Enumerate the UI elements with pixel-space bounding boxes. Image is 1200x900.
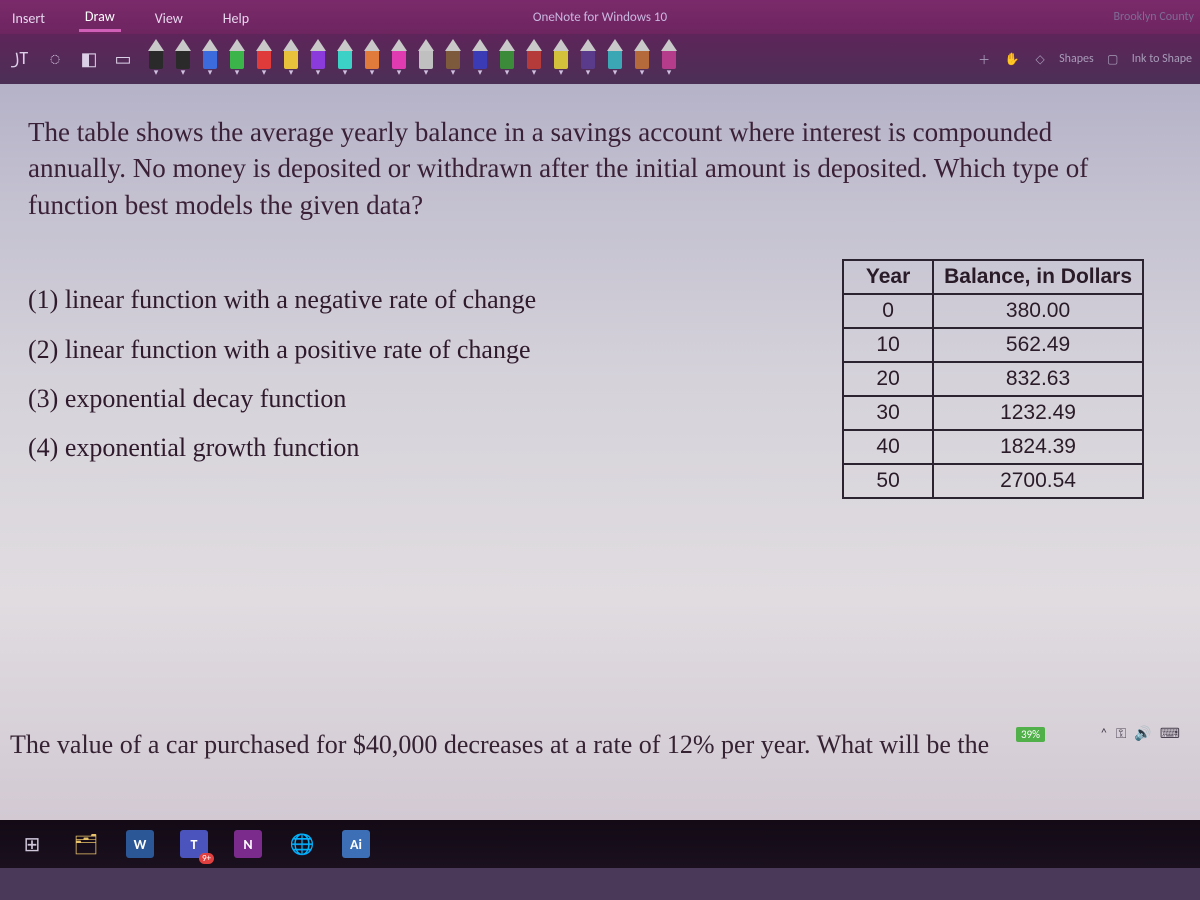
ribbon-tabs: Insert Draw View Help OneNote for Window… xyxy=(0,0,1200,34)
pen-8[interactable]: ▾ xyxy=(360,39,384,79)
tab-help[interactable]: Help xyxy=(217,4,255,31)
option-1: (1) linear function with a negative rate… xyxy=(28,275,812,324)
pen-5[interactable]: ▾ xyxy=(279,39,303,79)
app-title: OneNote for Windows 10 xyxy=(533,10,667,25)
wifi-icon[interactable]: ⚿ xyxy=(1116,725,1127,742)
answer-options: (1) linear function with a negative rate… xyxy=(28,275,812,473)
table-row: 20832.63 xyxy=(843,362,1143,396)
keyboard-icon[interactable]: ⌨ xyxy=(1160,725,1180,742)
pen-17[interactable]: ▾ xyxy=(603,39,627,79)
tab-insert[interactable]: Insert xyxy=(6,4,51,31)
add-pen-icon[interactable]: ＋ xyxy=(975,50,993,68)
taskbar-word[interactable]: W xyxy=(122,826,158,862)
battery-badge: 39% xyxy=(1016,727,1045,742)
option-3: (3) exponential decay function xyxy=(28,374,812,423)
ink-to-shape-label[interactable]: Ink to Shape xyxy=(1132,52,1192,66)
shapes-icon[interactable]: ◇ xyxy=(1031,50,1049,68)
taskbar-edge[interactable]: 🌐 xyxy=(284,826,320,862)
draw-toolbar: ꠸T ◌ ◧ ▭ ▾▾▾▾▾▾▾▾▾▾▾▾▾▾▾▾▾▾▾▾ ＋ ✋ ◇ Shap… xyxy=(0,34,1200,84)
taskbar-task-view[interactable]: ⊞ xyxy=(14,826,50,862)
table-row: 10562.49 xyxy=(843,328,1143,362)
systray-icons: ˄ ⚿ 🔊 ⌨ xyxy=(1100,725,1180,742)
col-header-balance: Balance, in Dollars xyxy=(933,260,1143,294)
ruler-icon[interactable]: ▭ xyxy=(110,46,136,72)
pen-12[interactable]: ▾ xyxy=(468,39,492,79)
pen-7[interactable]: ▾ xyxy=(333,39,357,79)
pen-4[interactable]: ▾ xyxy=(252,39,276,79)
taskbar-onenote[interactable]: N xyxy=(230,826,266,862)
taskbar-file-explorer[interactable]: 🗂 xyxy=(68,826,104,862)
note-page: The table shows the average yearly balan… xyxy=(0,84,1200,820)
ink-to-shape-icon[interactable]: ▢ xyxy=(1104,50,1122,68)
taskbar-teams[interactable]: T9+ xyxy=(176,826,212,862)
table-row: 0380.00 xyxy=(843,294,1143,328)
pen-9[interactable]: ▾ xyxy=(387,39,411,79)
chevron-up-icon[interactable]: ˄ xyxy=(1100,725,1108,742)
taskbar: ⊞ 🗂 W T9+ N 🌐 Ai xyxy=(0,820,1200,868)
tab-view[interactable]: View xyxy=(149,4,189,31)
pen-3[interactable]: ▾ xyxy=(225,39,249,79)
pen-14[interactable]: ▾ xyxy=(522,39,546,79)
table-row: 401824.39 xyxy=(843,430,1143,464)
lasso-tool-icon[interactable]: ◌ xyxy=(42,46,68,72)
pen-gallery: ▾▾▾▾▾▾▾▾▾▾▾▾▾▾▾▾▾▾▾▾ xyxy=(144,39,681,79)
table-row: 301232.49 xyxy=(843,396,1143,430)
pen-16[interactable]: ▾ xyxy=(576,39,600,79)
pen-1[interactable]: ▾ xyxy=(171,39,195,79)
option-4: (4) exponential growth function xyxy=(28,423,812,472)
table-row: 502700.54 xyxy=(843,464,1143,498)
shapes-label[interactable]: Shapes xyxy=(1059,52,1094,66)
pen-18[interactable]: ▾ xyxy=(630,39,654,79)
volume-icon[interactable]: 🔊 xyxy=(1134,725,1151,742)
eraser-tool-icon[interactable]: ◧ xyxy=(76,46,102,72)
touch-draw-icon[interactable]: ✋ xyxy=(1003,50,1021,68)
pen-19[interactable]: ▾ xyxy=(657,39,681,79)
question-text: The table shows the average yearly balan… xyxy=(28,114,1138,223)
data-table: Year Balance, in Dollars 0380.0010562.49… xyxy=(842,259,1144,499)
text-tool-icon[interactable]: ꠸T xyxy=(8,46,34,72)
pen-11[interactable]: ▾ xyxy=(441,39,465,79)
pen-0[interactable]: ▾ xyxy=(144,39,168,79)
pen-10[interactable]: ▾ xyxy=(414,39,438,79)
tab-draw[interactable]: Draw xyxy=(79,2,121,32)
workspace-label: Brooklyn County xyxy=(1113,10,1194,24)
pen-2[interactable]: ▾ xyxy=(198,39,222,79)
taskbar-ai[interactable]: Ai xyxy=(338,826,374,862)
pen-13[interactable]: ▾ xyxy=(495,39,519,79)
pen-15[interactable]: ▾ xyxy=(549,39,573,79)
col-header-year: Year xyxy=(843,260,933,294)
pen-6[interactable]: ▾ xyxy=(306,39,330,79)
option-2: (2) linear function with a positive rate… xyxy=(28,325,812,374)
